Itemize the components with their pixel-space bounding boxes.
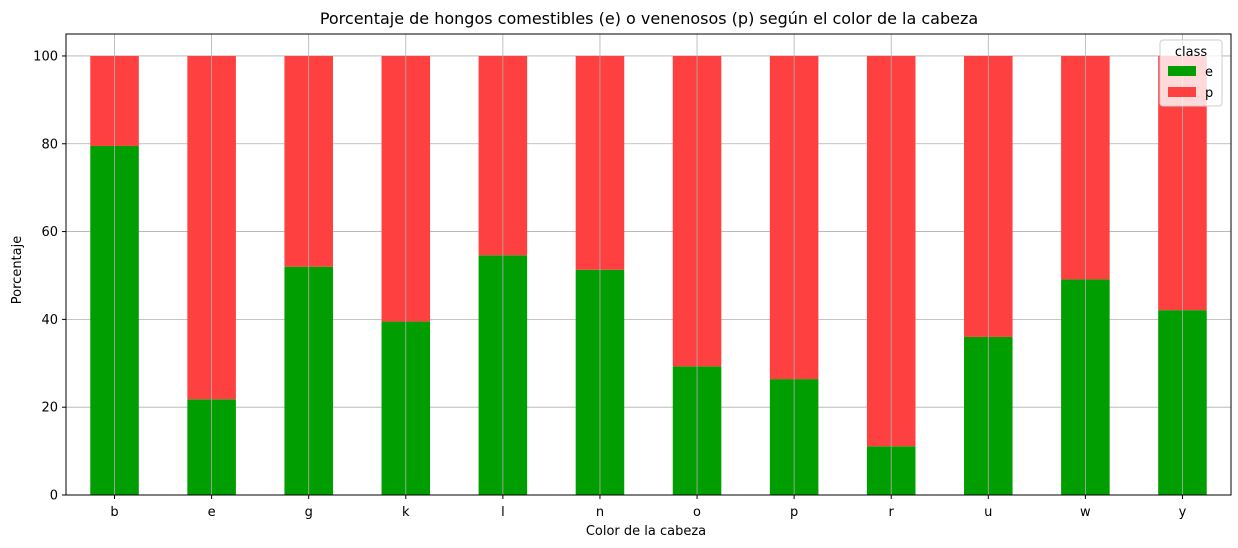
x-tick-label: o — [693, 505, 701, 520]
x-tick-label: y — [1179, 505, 1187, 520]
grid-lines — [66, 55, 1231, 496]
plot-frame — [65, 33, 1232, 496]
chart-title: Porcentaje de hongos comestibles (e) o v… — [320, 9, 978, 28]
y-tick-label: 80 — [41, 137, 58, 152]
x-tick-label: r — [889, 505, 895, 520]
x-tick-label: b — [110, 505, 118, 520]
y-tick-label: 40 — [41, 313, 58, 328]
bars — [90, 55, 1207, 495]
y-axis-ticks: 0 20 40 60 80 100 — [33, 49, 66, 504]
legend-swatch-e — [1168, 66, 1196, 76]
y-tick-label: 100 — [33, 49, 58, 64]
legend: class e p — [1159, 39, 1223, 107]
x-tick-label: n — [596, 505, 604, 520]
y-axis-label: Porcentaje — [10, 236, 25, 304]
x-tick-label: p — [790, 505, 798, 520]
x-tick-label: k — [402, 505, 410, 520]
y-tick-label: 0 — [50, 489, 58, 504]
legend-swatch-p — [1168, 87, 1196, 97]
x-tick-label: w — [1080, 505, 1091, 520]
y-tick-label: 60 — [41, 225, 58, 240]
x-tick-label: e — [208, 505, 216, 520]
legend-title: class — [1175, 45, 1207, 60]
x-tick-label: l — [501, 505, 505, 520]
y-tick-label: 20 — [41, 401, 58, 416]
vertical-grid-lines — [114, 34, 1183, 495]
legend-label-p: p — [1205, 86, 1213, 101]
legend-label-e: e — [1205, 65, 1213, 80]
x-tick-label: u — [984, 505, 992, 520]
x-axis-label: Color de la cabeza — [586, 524, 706, 539]
x-tick-label: g — [305, 505, 313, 520]
